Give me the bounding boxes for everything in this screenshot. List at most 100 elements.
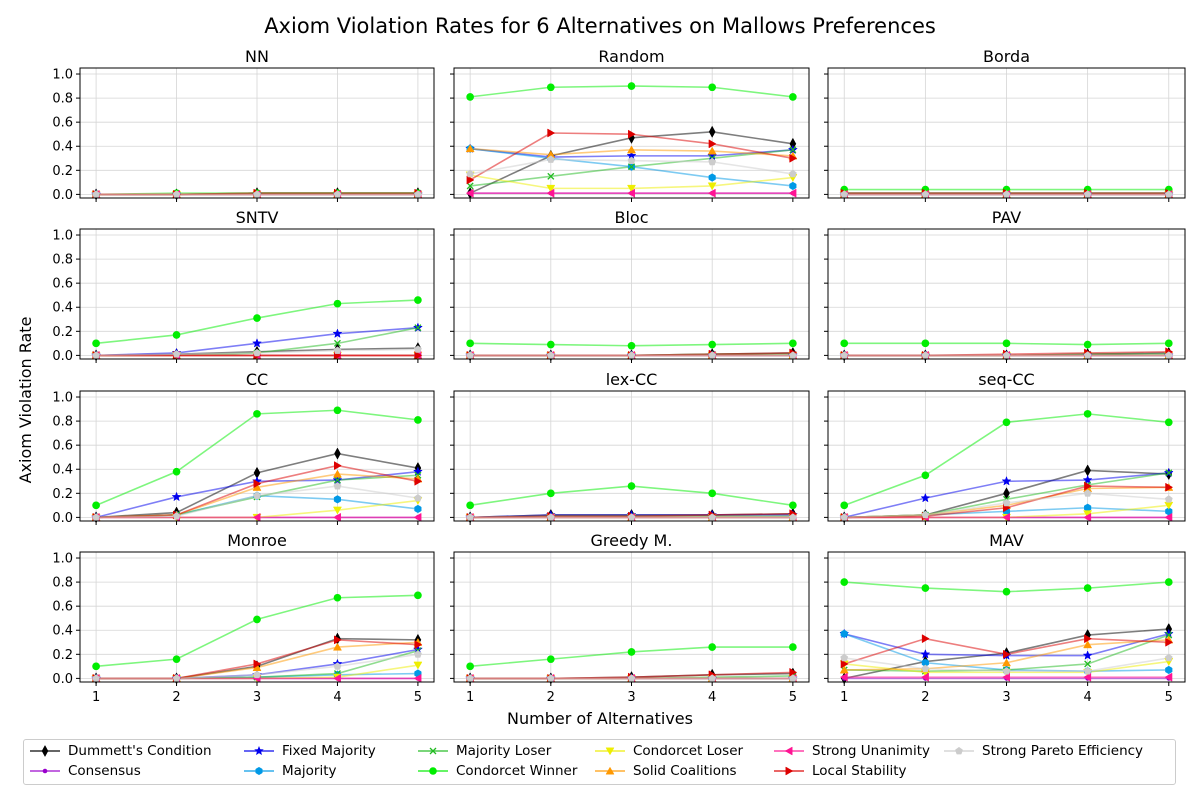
data-point-marker xyxy=(840,190,849,198)
data-point-marker xyxy=(789,93,797,101)
data-point-marker xyxy=(413,661,423,670)
subplot-grid: 0.0 0.2 0.4 0.6 0.8 1.0 NN Random Borda 0.0 0.2 0.4… xyxy=(52,47,1186,705)
y-tick-label: 0.0 xyxy=(52,511,73,526)
data-point-marker xyxy=(1083,512,1092,522)
markers-strong-pareto-efficiency xyxy=(92,650,422,682)
data-point-marker xyxy=(627,184,636,193)
data-point-marker xyxy=(547,489,555,498)
data-point-marker xyxy=(1165,637,1174,647)
data-point-marker xyxy=(333,481,342,490)
data-point-marker xyxy=(547,655,555,663)
markers-condorcet-winner xyxy=(466,82,797,101)
data-point-marker xyxy=(708,351,717,359)
x-tick-label: 1 xyxy=(466,690,474,705)
x-tick-label: 4 xyxy=(708,690,716,705)
data-point-marker xyxy=(333,642,342,651)
data-point-marker xyxy=(627,351,636,359)
data-point-marker xyxy=(921,672,929,682)
data-point-marker xyxy=(547,83,555,92)
markers-strong-unanimity xyxy=(465,188,797,198)
data-point-marker xyxy=(334,447,341,460)
legend-label: Strong Unanimity xyxy=(812,743,930,759)
data-point-marker xyxy=(627,341,636,350)
data-point-marker xyxy=(708,173,716,182)
legend-label: Fixed Majority xyxy=(282,743,376,759)
subplot-lex-cc: lex-CC xyxy=(450,370,810,525)
markers-strong-pareto-efficiency xyxy=(92,481,422,521)
data-point-marker xyxy=(92,351,100,359)
y-tick-label: 0.0 xyxy=(52,188,73,203)
subplot-nn: 0.0 0.2 0.4 0.6 0.8 1.0 NN xyxy=(52,47,435,203)
data-point-marker xyxy=(253,659,262,669)
data-point-marker xyxy=(92,190,100,198)
x-tick-label: 1 xyxy=(92,690,100,705)
legend-swatch xyxy=(595,766,625,775)
data-point-marker xyxy=(333,469,342,478)
subplot-title: NN xyxy=(245,47,269,66)
subplot-random: Random xyxy=(450,47,810,202)
subplot-bloc: Bloc xyxy=(450,208,810,363)
legend-marker xyxy=(255,766,263,776)
data-point-marker xyxy=(546,188,555,198)
data-point-marker xyxy=(253,190,261,198)
legend-label: Local Stability xyxy=(812,763,907,779)
data-point-marker xyxy=(412,466,423,476)
y-tick-label: 0.8 xyxy=(52,92,73,107)
data-point-marker xyxy=(789,339,797,348)
data-point-marker xyxy=(627,188,635,198)
legend-entry-condorcet-loser: Condorcet Loser xyxy=(593,741,743,761)
data-point-marker xyxy=(789,667,798,677)
data-point-marker xyxy=(708,674,717,682)
x-tick-label: 3 xyxy=(627,690,635,705)
data-point-marker xyxy=(1083,584,1092,592)
data-point-marker xyxy=(547,340,555,349)
data-point-marker xyxy=(414,504,422,514)
data-point-marker xyxy=(92,513,100,521)
legend-marker xyxy=(955,746,963,755)
data-point-marker xyxy=(1002,498,1011,507)
data-point-marker xyxy=(788,169,797,178)
data-point-marker xyxy=(920,649,931,659)
data-point-marker xyxy=(253,615,261,624)
y-tick-label: 0.6 xyxy=(52,439,73,454)
markers-strong-pareto-efficiency xyxy=(92,345,422,359)
y-tick-label: 0.4 xyxy=(52,301,73,316)
data-point-marker xyxy=(1002,667,1011,675)
data-point-marker xyxy=(789,643,797,651)
legend-entry-strong-unanimity: Strong Unanimity xyxy=(772,741,930,761)
markers-strong-pareto-efficiency xyxy=(92,190,422,198)
data-point-marker xyxy=(921,584,930,592)
data-point-marker xyxy=(92,662,100,671)
data-point-marker xyxy=(921,471,930,480)
data-point-marker xyxy=(1164,578,1173,586)
data-point-marker xyxy=(1002,512,1010,522)
data-point-marker xyxy=(921,339,930,348)
data-point-marker xyxy=(546,155,555,163)
markers-condorcet-winner xyxy=(92,406,422,510)
legend-entry-majority-loser: Majority Loser xyxy=(416,741,551,761)
y-tick-label: 0.2 xyxy=(52,648,73,663)
data-point-marker xyxy=(333,190,342,198)
y-tick-label: 0.8 xyxy=(52,576,73,591)
legend-swatch xyxy=(244,766,274,776)
data-point-marker xyxy=(1001,476,1012,486)
subplot-title: Random xyxy=(598,47,664,66)
data-point-marker xyxy=(840,513,849,521)
data-point-marker xyxy=(334,461,342,471)
x-tick-label: 4 xyxy=(1083,690,1091,705)
data-point-marker xyxy=(840,653,849,662)
x-tick-label: 3 xyxy=(253,690,261,705)
y-tick-label: 0.8 xyxy=(52,415,73,430)
markers-strong-pareto-efficiency xyxy=(840,351,1173,359)
data-point-marker xyxy=(466,93,474,101)
data-point-marker xyxy=(333,495,341,504)
data-point-marker xyxy=(414,296,422,304)
legend: Dummett's Condition Consensus Fixed Majori… xyxy=(23,739,1176,785)
markers-strong-pareto-efficiency xyxy=(840,489,1173,521)
legend-label: Majority xyxy=(282,763,337,779)
data-point-marker xyxy=(546,351,555,359)
data-point-marker xyxy=(1164,351,1173,359)
data-point-marker xyxy=(414,350,423,360)
data-point-marker xyxy=(171,491,182,502)
subplot-pav: PAV xyxy=(824,208,1186,363)
